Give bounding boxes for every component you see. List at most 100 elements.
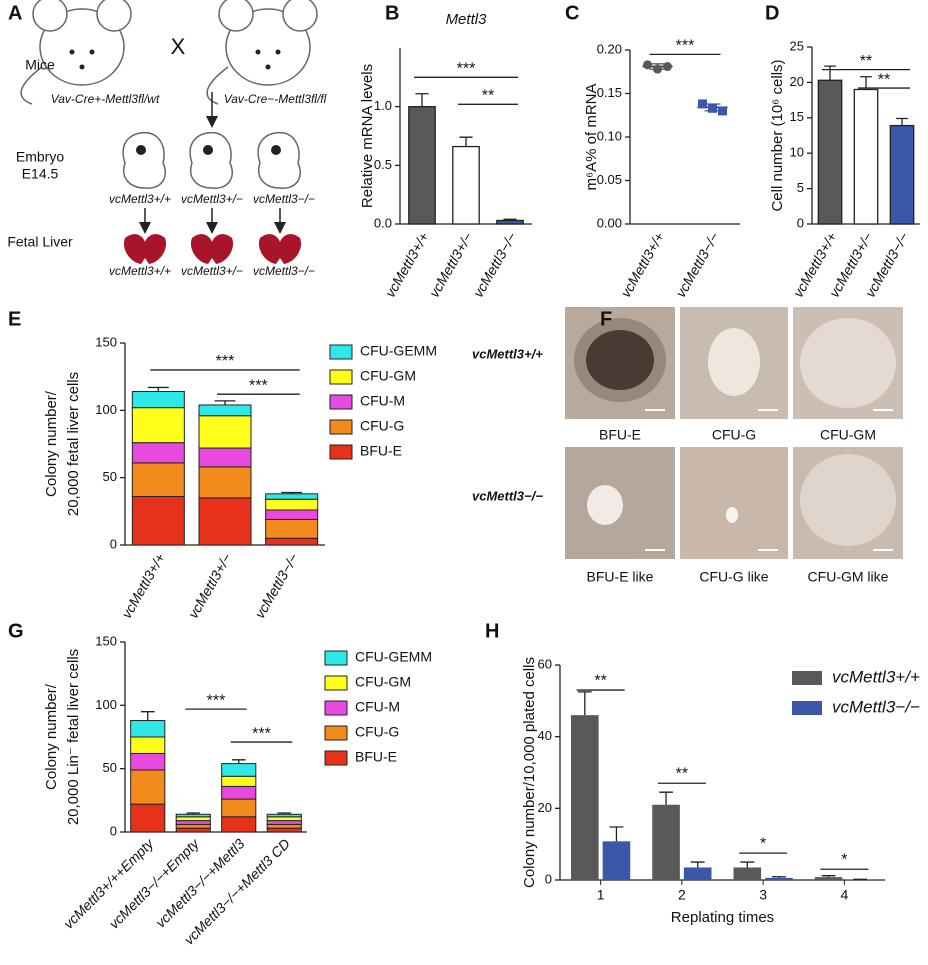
legend-swatch [329, 369, 353, 385]
significance-label: * [841, 851, 847, 868]
row-label: vcMettl3−/− [472, 488, 543, 503]
error-bar [277, 812, 292, 815]
bar [571, 715, 599, 880]
error-bar [503, 218, 517, 221]
bar-segment [265, 509, 319, 520]
bar-segment [198, 466, 252, 499]
x-tick-label: vcMettl3+/+ [382, 229, 432, 300]
legend-label: BFU-E [355, 749, 397, 765]
y-tick-label: 25 [790, 38, 804, 53]
legend-label: CFU-GM [360, 368, 416, 384]
bar-segment [131, 407, 185, 444]
x-tick-label: vcMettl3+/− [426, 229, 476, 300]
y-axis-label: 20,000 fetal liver cells [65, 372, 82, 516]
y-tick-label: 5 [797, 180, 804, 195]
error-bar [609, 826, 624, 842]
significance-label: *** [249, 377, 268, 394]
bar [452, 145, 480, 225]
bar-segment [221, 775, 257, 787]
bar-segment [130, 803, 166, 833]
y-tick-label: 0 [545, 871, 552, 886]
y-tick-label: 40 [538, 728, 552, 743]
y-tick-label: 0.0 [374, 215, 392, 230]
error-bar [896, 117, 908, 126]
parent-label: Vav-Cre−-Mettl3fl/fl [224, 92, 327, 106]
error-bar [186, 812, 201, 815]
row-label: E14.5 [22, 166, 59, 182]
bar-segment [130, 736, 166, 754]
significance-label: *** [457, 61, 476, 78]
image-caption: BFU-E like [587, 569, 654, 585]
x-axis-label: Replating times [671, 909, 774, 926]
legend-swatch [324, 725, 348, 741]
legend-label: vcMettl3−/− [832, 697, 920, 716]
bar-segment [130, 720, 166, 738]
legend-swatch [329, 444, 353, 460]
error-bar [860, 76, 872, 90]
error-bar [459, 136, 473, 147]
bar [496, 219, 524, 225]
significance-label: *** [252, 725, 271, 742]
image-caption: CFU-G like [699, 569, 768, 585]
panel-f: vcMettl3+/+ vcMettl3−/− BFU-E CFU-G CFU-… [472, 307, 903, 585]
y-tick-label: 0 [110, 536, 117, 551]
significance-label: ** [594, 672, 606, 689]
y-tick-label: 50 [103, 469, 117, 484]
bar-segment [266, 813, 302, 818]
y-tick-label: 50 [103, 760, 117, 775]
bar [765, 877, 793, 880]
bar-segment [266, 816, 302, 822]
error-bar [577, 691, 592, 716]
bar-segment [266, 823, 302, 829]
legend-swatch [324, 675, 348, 691]
legend-label: CFU-M [360, 393, 405, 409]
x-tick-label: vcMettl3+/+ [118, 550, 168, 621]
bar-segment [198, 404, 252, 417]
bar [602, 841, 631, 880]
liver-genotype: vcMettl3+/− [181, 264, 243, 278]
point [718, 106, 727, 116]
legend-swatch [324, 650, 348, 666]
panel-letter: D [765, 2, 779, 24]
image-caption: CFU-G [712, 427, 756, 443]
bar-segment [175, 820, 211, 825]
panel-letter: C [565, 2, 579, 24]
error-bar [772, 876, 786, 878]
legend-swatch [329, 344, 353, 360]
image-caption: BFU-E [599, 427, 641, 443]
error-bar [415, 93, 429, 107]
image-caption: CFU-GM like [808, 569, 889, 585]
bar-segment [175, 823, 211, 829]
bar-segment [175, 816, 211, 822]
row-label: Mice [25, 57, 55, 73]
bar-segment [131, 462, 185, 498]
bar-segment [221, 816, 257, 833]
bar-segment [131, 442, 185, 464]
panel-letter: E [8, 308, 21, 330]
y-tick-label: 0 [797, 215, 804, 230]
y-tick-label: 20 [790, 74, 804, 89]
bar-segment [130, 752, 166, 771]
parent-label: Vav-Cre+-Mettl3fl/wt [51, 92, 160, 106]
y-tick-label: 150 [95, 334, 117, 349]
x-tick-label: vcMettl3+/− [185, 550, 235, 621]
x-tick-label: vcMettl3−/− [470, 229, 520, 300]
legend-swatch [792, 671, 822, 685]
bar [683, 867, 712, 880]
error-bar [824, 65, 836, 81]
bar-segment [130, 769, 166, 805]
legend-label: CFU-GM [355, 674, 411, 690]
bar-segment [265, 537, 319, 546]
y-tick-label: 0.20 [597, 41, 622, 56]
legend-swatch [792, 701, 822, 715]
error-bar [740, 861, 755, 868]
significance-label: ** [482, 88, 494, 105]
legend-label: CFU-G [355, 724, 399, 740]
significance-label: *** [676, 38, 695, 55]
x-tick-label: 1 [597, 887, 605, 903]
legend-label: CFU-G [360, 418, 404, 434]
y-tick-label: 0.5 [374, 157, 392, 172]
row-label: vcMettl3+/+ [472, 346, 543, 361]
